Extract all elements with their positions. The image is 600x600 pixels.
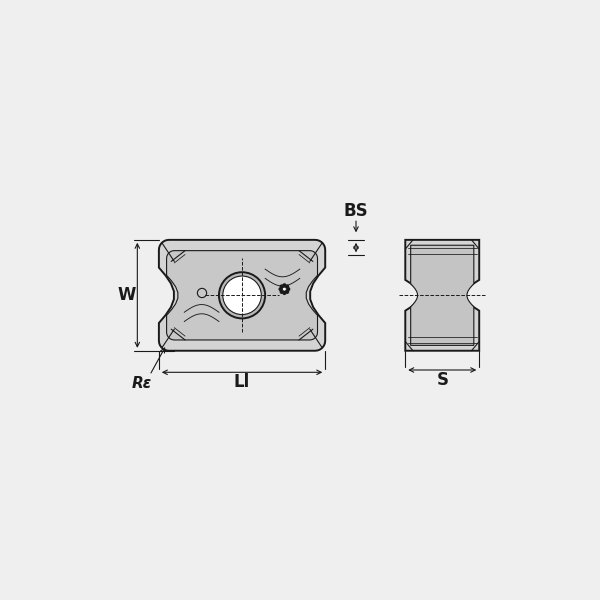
- Text: W: W: [118, 286, 136, 304]
- Circle shape: [223, 276, 262, 314]
- Text: BS: BS: [344, 202, 368, 220]
- Polygon shape: [159, 240, 325, 351]
- Circle shape: [279, 288, 282, 290]
- Text: S: S: [436, 371, 448, 389]
- Circle shape: [287, 288, 290, 290]
- Circle shape: [286, 285, 289, 288]
- Circle shape: [280, 285, 283, 288]
- Polygon shape: [167, 251, 317, 340]
- Circle shape: [283, 287, 286, 291]
- Circle shape: [283, 292, 286, 295]
- Text: Rε: Rε: [132, 376, 152, 391]
- Circle shape: [283, 284, 286, 287]
- Circle shape: [219, 272, 265, 319]
- Polygon shape: [405, 240, 479, 351]
- Circle shape: [286, 290, 289, 293]
- Polygon shape: [410, 245, 474, 346]
- Circle shape: [280, 290, 283, 293]
- Text: Ll: Ll: [234, 373, 250, 391]
